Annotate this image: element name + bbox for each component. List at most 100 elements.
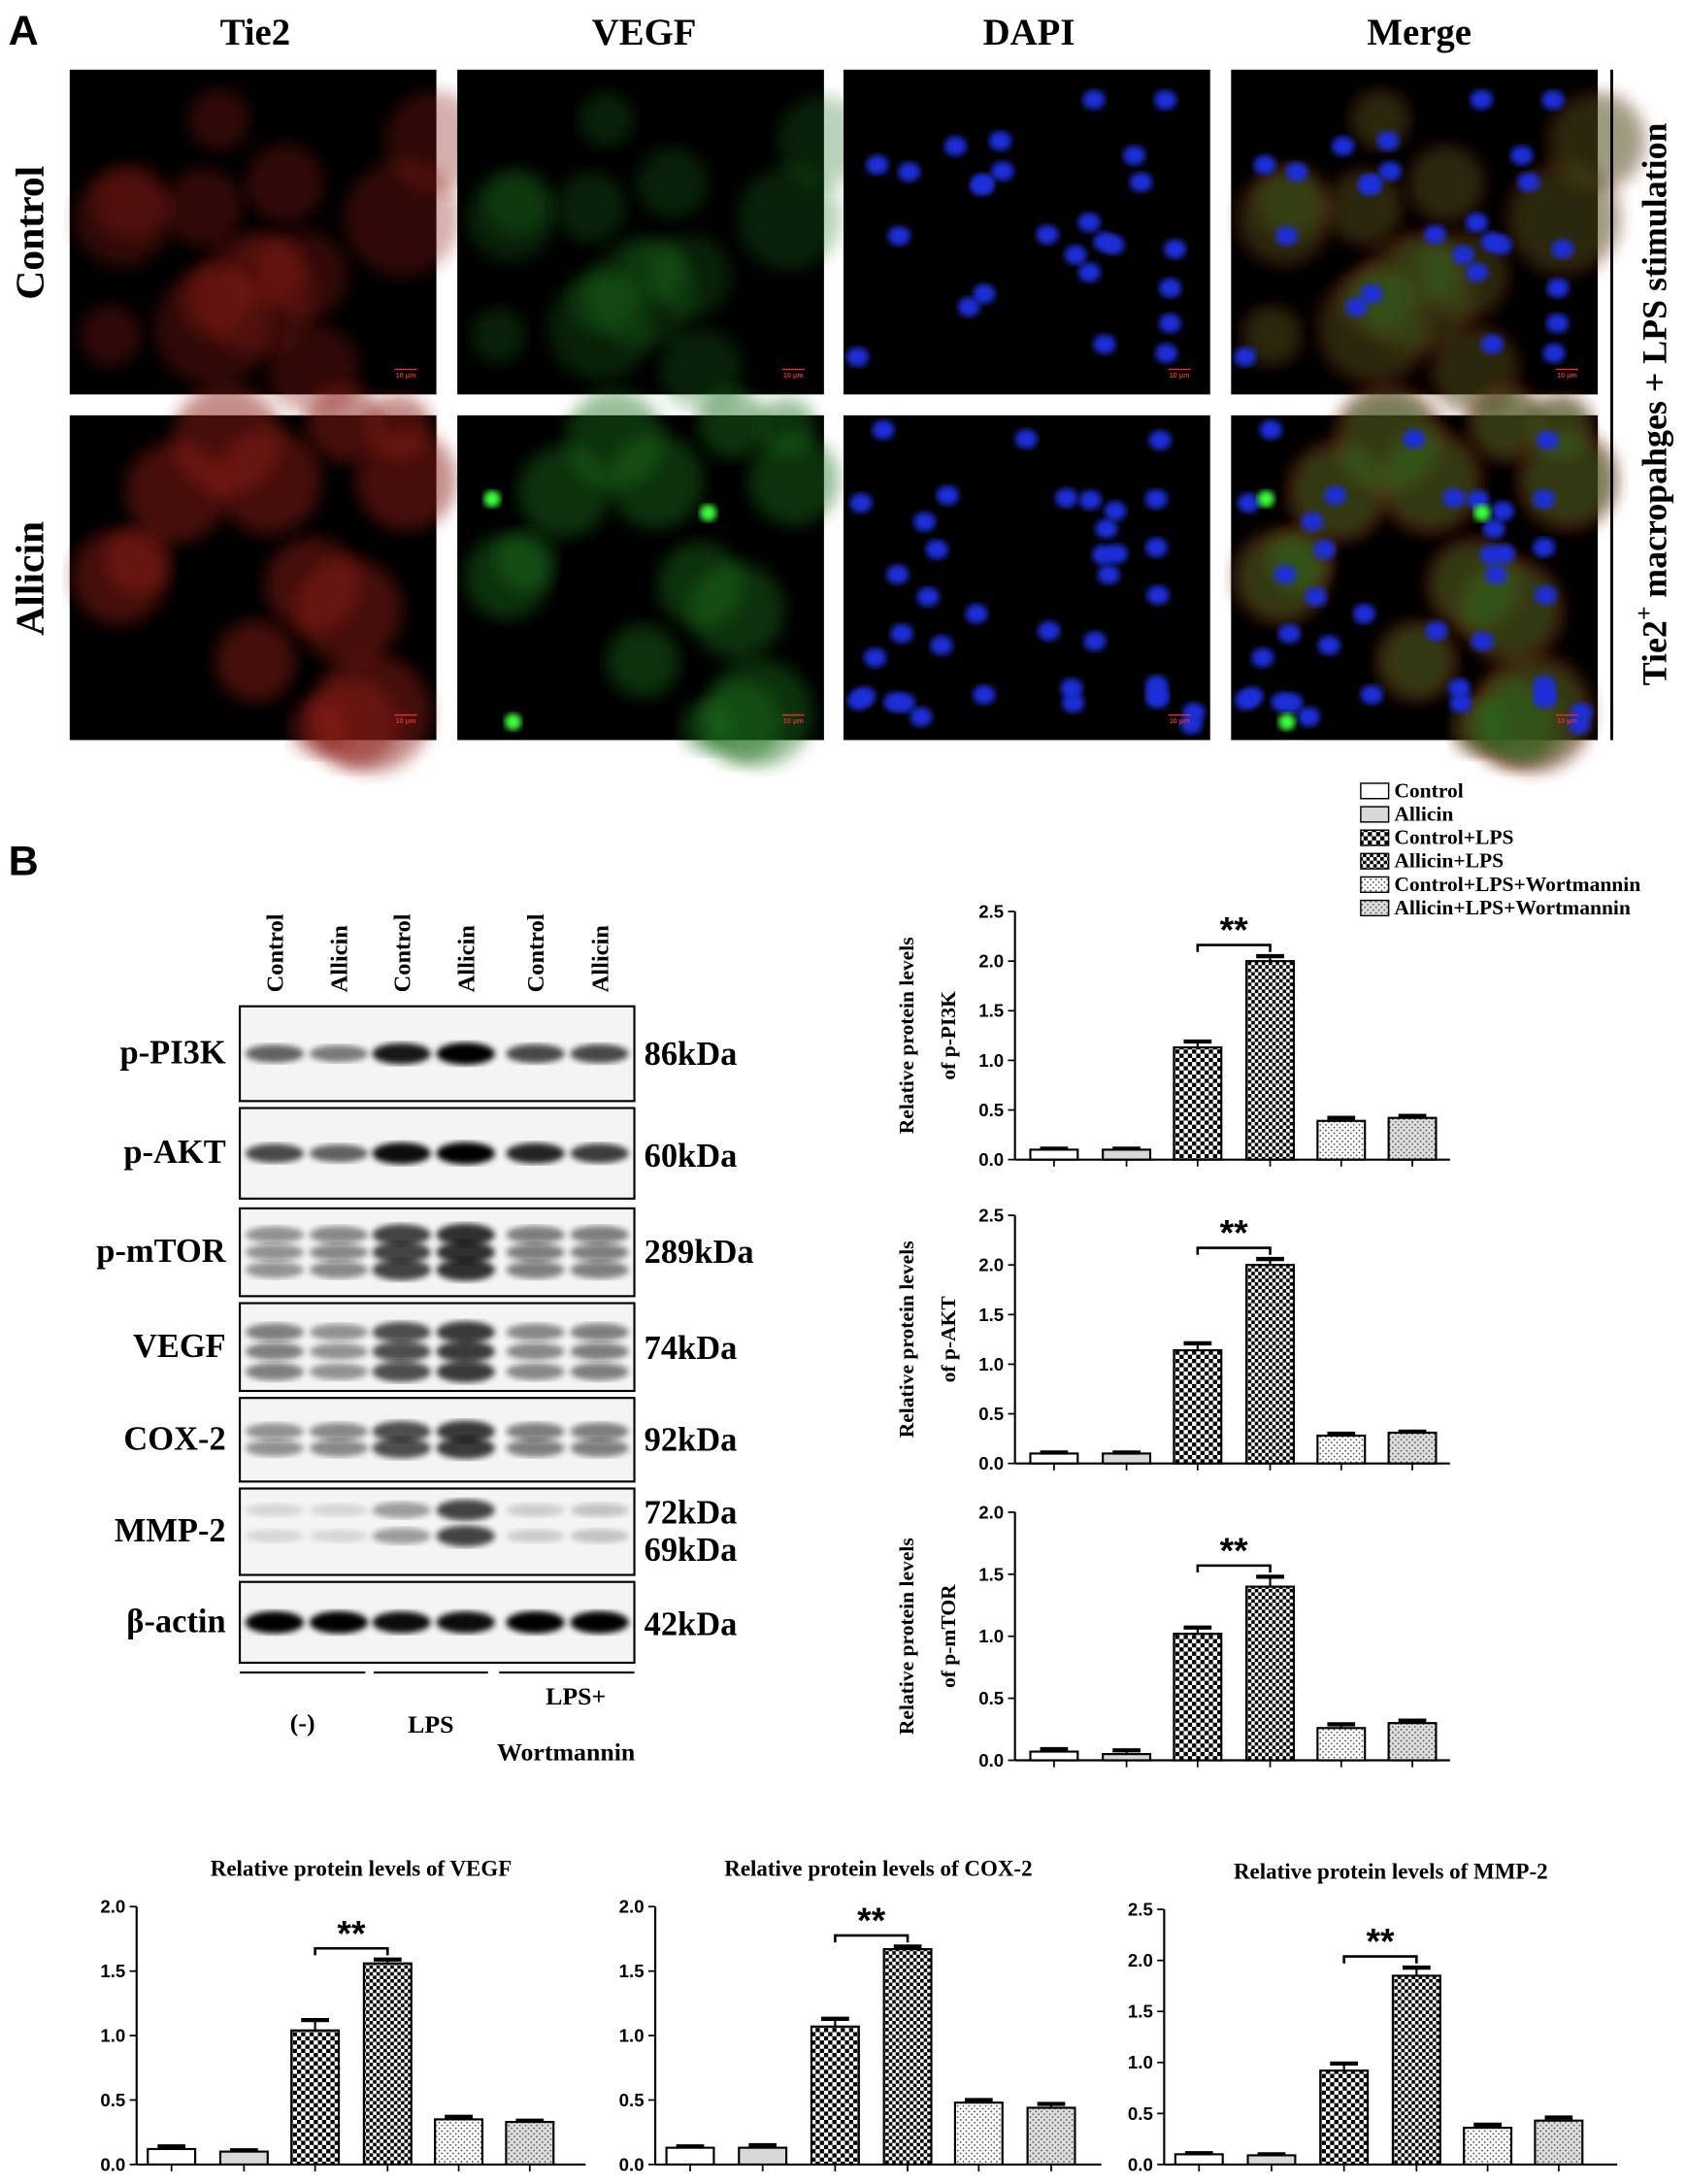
nucleus xyxy=(1060,678,1083,699)
bar xyxy=(1245,1264,1296,1465)
legend-swatch xyxy=(1360,852,1390,870)
nucleus xyxy=(1285,162,1308,182)
blot-name: VEGF xyxy=(133,1328,226,1365)
bar xyxy=(1173,1349,1223,1465)
blot-size: 92kDa xyxy=(645,1422,738,1459)
error-bar xyxy=(748,2142,777,2148)
group-label: LPS xyxy=(408,1710,453,1738)
nucleus xyxy=(910,707,933,727)
bar xyxy=(738,2146,788,2166)
nucleus xyxy=(1541,89,1565,110)
blot-size: 289kDa xyxy=(645,1234,754,1271)
blot-band xyxy=(372,1438,431,1459)
y-tick-label: 0.5 xyxy=(619,2090,645,2110)
lane-label: Allicin xyxy=(587,925,613,993)
significance-bracket xyxy=(834,1934,910,1943)
tie2-signal xyxy=(74,169,172,267)
legend-label: Allicin+LPS+Wortmannin xyxy=(1394,896,1631,919)
nucleus xyxy=(890,623,913,644)
y-axis-label: Relative protein levels xyxy=(895,937,918,1134)
nucleus xyxy=(1551,239,1574,259)
blot-size: 60kDa xyxy=(645,1138,738,1175)
nucleus xyxy=(1345,297,1369,317)
nucleus xyxy=(1077,213,1101,233)
bar xyxy=(1534,2119,1584,2166)
significance-bracket xyxy=(314,1946,389,1956)
nucleus xyxy=(1145,688,1169,709)
y-tick-label: 2.0 xyxy=(1128,1950,1153,1970)
bar xyxy=(1029,1750,1079,1762)
blot-band xyxy=(245,1243,305,1261)
blot-band xyxy=(436,1437,495,1460)
nucleus xyxy=(1546,314,1570,334)
y-tick-label: 1.0 xyxy=(619,2026,645,2046)
blot-band xyxy=(372,1611,431,1634)
bar xyxy=(1102,1452,1152,1465)
micrograph: 10 μm xyxy=(1231,384,1619,773)
blot-band xyxy=(506,1342,565,1361)
y-tick-label: 0.0 xyxy=(1128,2154,1153,2174)
nucleus xyxy=(1465,213,1488,233)
bar xyxy=(1173,1633,1223,1762)
vegf-signal xyxy=(1243,308,1300,364)
nucleus xyxy=(973,283,996,304)
bar xyxy=(665,2146,715,2166)
tie2-signal xyxy=(307,385,383,463)
nucleus xyxy=(1378,161,1402,182)
nucleus xyxy=(1277,623,1301,644)
vegf-signal xyxy=(705,658,813,767)
nucleus xyxy=(1093,334,1116,354)
nucleus xyxy=(1489,235,1512,255)
vegf-spot xyxy=(1278,713,1296,731)
scale-bar-label: 10 μm xyxy=(1170,717,1190,725)
y-tick-label: 1.0 xyxy=(978,1354,1004,1374)
bar xyxy=(1029,1148,1079,1161)
bar xyxy=(1387,1116,1438,1161)
blot-band xyxy=(309,1439,369,1457)
y-tick-label: 2.0 xyxy=(978,1255,1004,1275)
nucleus xyxy=(1179,714,1203,735)
nucleus xyxy=(1083,631,1107,651)
nucleus xyxy=(1164,239,1186,259)
vegf-signal xyxy=(737,166,843,271)
error-bar xyxy=(1037,2101,1066,2108)
y-tick-label: 1.5 xyxy=(1128,2002,1153,2022)
vegf-signal xyxy=(637,148,709,219)
vegf-signal xyxy=(1454,701,1507,753)
nucleus xyxy=(925,540,948,560)
nucleus xyxy=(1491,501,1514,521)
legend-swatch xyxy=(1360,829,1390,846)
nucleus xyxy=(1274,564,1297,584)
nucleus xyxy=(1301,512,1324,532)
blot-band xyxy=(570,1342,629,1361)
blot-frame xyxy=(238,1397,636,1483)
nucleus xyxy=(1482,518,1505,539)
vegf-signal xyxy=(688,562,785,659)
vegf-signal xyxy=(1240,174,1328,262)
blot-band xyxy=(372,1042,431,1065)
blot-band xyxy=(436,1241,495,1264)
nucleus xyxy=(1038,620,1061,642)
y-axis-label: of p-mTOR xyxy=(937,1584,960,1688)
nucleus xyxy=(1271,692,1294,712)
nucleus xyxy=(1159,278,1182,298)
group-label: LPS+ xyxy=(546,1682,606,1710)
nucleus xyxy=(886,564,910,584)
vegf-signal xyxy=(757,398,816,457)
error-bar xyxy=(1256,1574,1284,1587)
blot-band xyxy=(570,1225,629,1244)
significance-label: ** xyxy=(857,1900,886,1940)
y-tick-label: 1.5 xyxy=(978,1305,1004,1325)
nucleus xyxy=(1313,540,1337,560)
nucleus xyxy=(1542,343,1566,364)
error-bar xyxy=(1327,1431,1356,1437)
error-bar xyxy=(1473,2122,1502,2129)
blot-band xyxy=(309,1422,369,1440)
blot-band xyxy=(570,1242,629,1262)
blot-band xyxy=(309,1143,369,1163)
y-tick-label: 2.5 xyxy=(1128,1900,1153,1920)
blot-band xyxy=(372,1361,431,1382)
blot-band xyxy=(506,1225,565,1244)
vegf-signal xyxy=(547,275,654,381)
vegf-signal xyxy=(1410,148,1482,219)
